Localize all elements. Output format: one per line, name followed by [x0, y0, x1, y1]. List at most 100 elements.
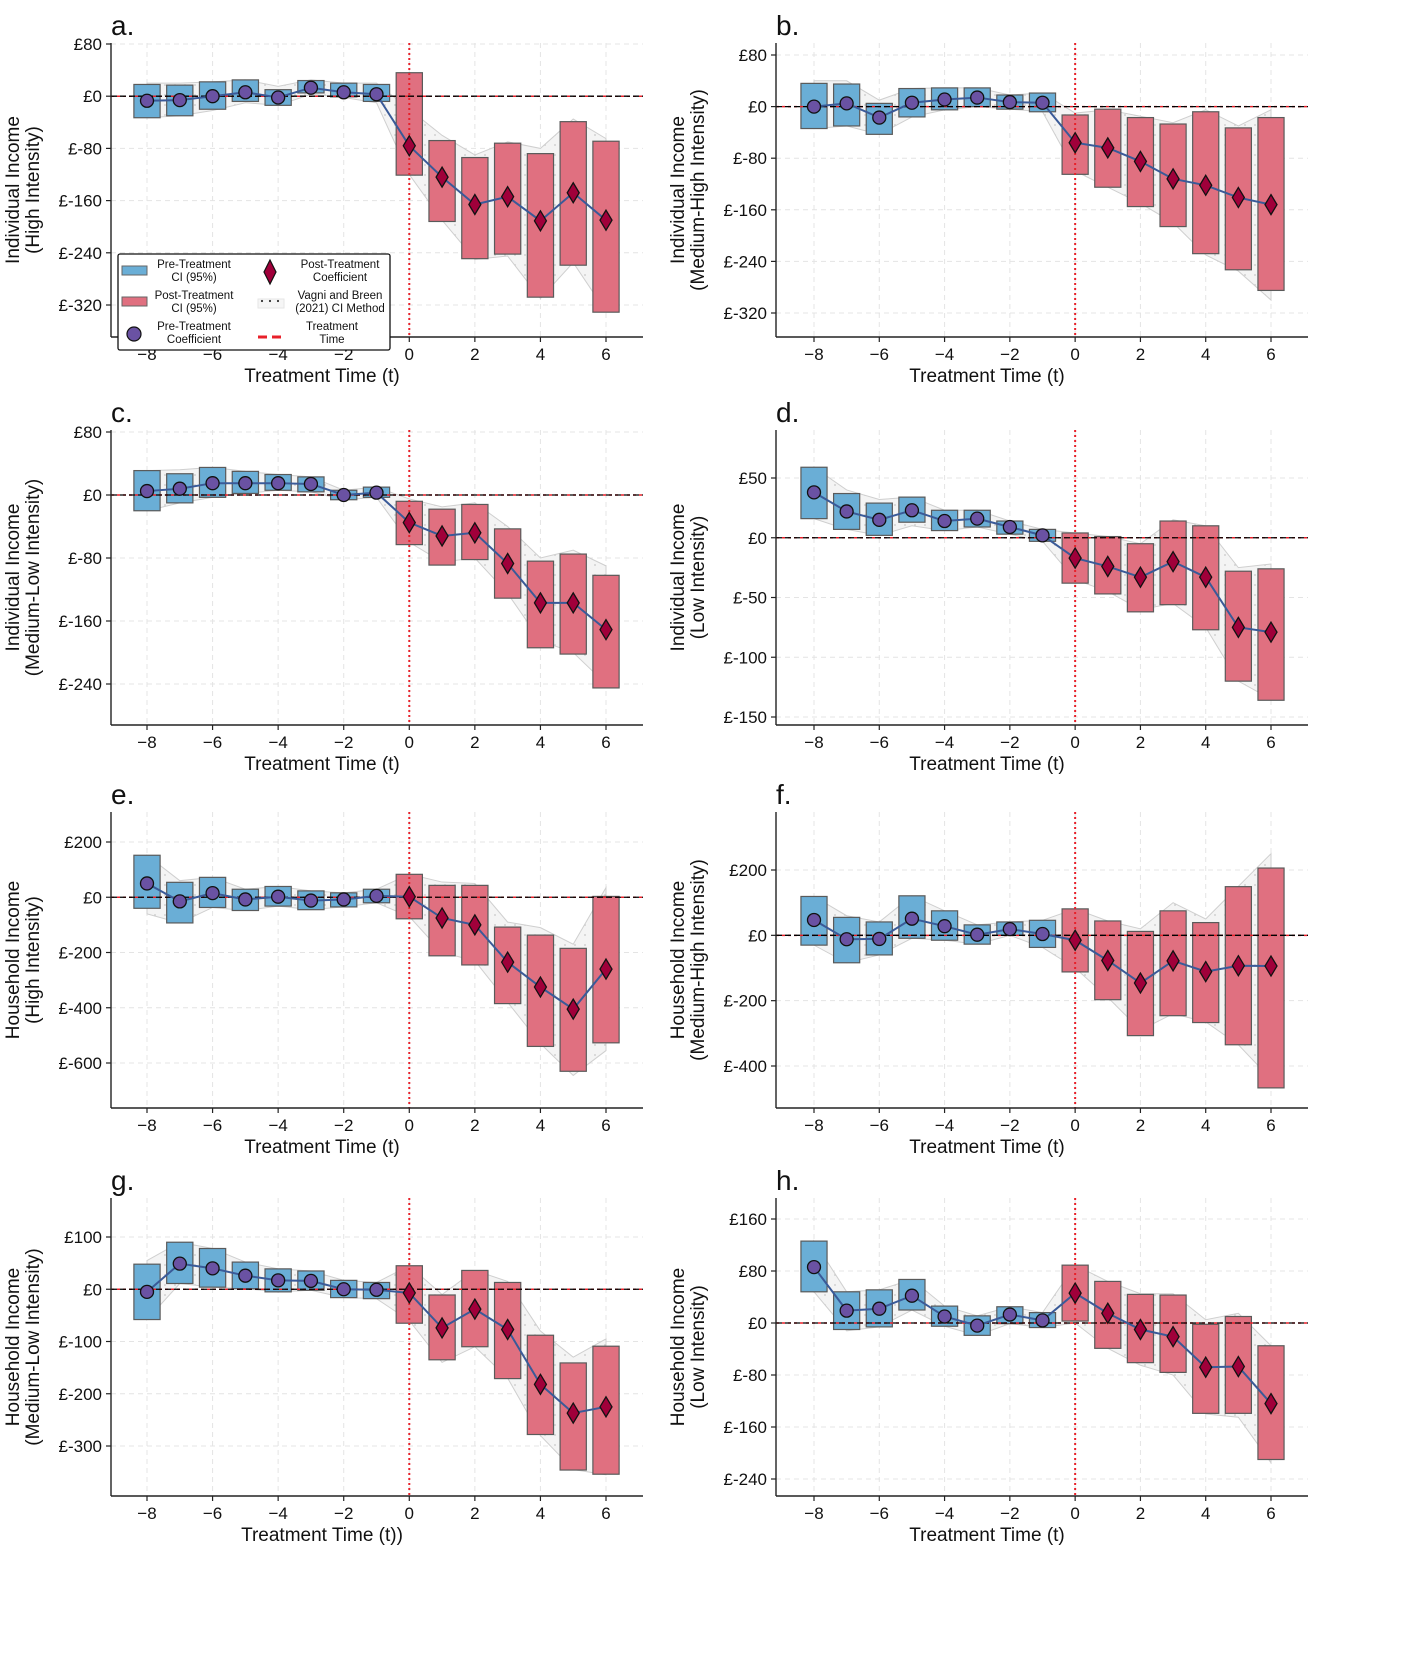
post-treatment-coefficient-marker	[468, 521, 482, 545]
y-tick-label: £200	[729, 861, 767, 880]
panel-letter: c.	[111, 397, 133, 428]
post-treatment-coefficient-marker	[566, 181, 580, 205]
x-axis-title: Treatment Time (t)	[244, 754, 400, 775]
y-tick-label: £-80	[68, 549, 102, 568]
post-treatment-coefficient-marker	[599, 208, 613, 232]
y-tick-label: £-200	[59, 1385, 102, 1404]
x-tick-label: 0	[1070, 1504, 1079, 1523]
pre-treatment-coefficient-marker	[336, 85, 351, 100]
pre-treatment-coefficient-marker	[270, 1273, 286, 1288]
y-axis-title-line2: (High Intensity)	[23, 126, 44, 254]
pre-treatment-coefficient-marker	[839, 932, 854, 947]
pre-treatment-coefficient-marker	[205, 89, 220, 104]
post-treatment-coefficient-marker	[1264, 1392, 1278, 1415]
x-tick-label: 6	[1266, 1504, 1275, 1523]
y-tick-label: £-300	[59, 1437, 102, 1456]
pre-treatment-coefficient-marker	[970, 90, 985, 105]
legend-pre-ci-swatch	[121, 265, 148, 276]
pre-treatment-coefficient-marker	[872, 1301, 887, 1316]
pre-treatment-coefficient-marker	[303, 1273, 319, 1289]
y-axis-title-line1: Individual Income	[668, 116, 689, 264]
post-treatment-coefficient-marker	[1101, 1301, 1115, 1325]
x-tick-label: 4	[1201, 733, 1210, 752]
x-tick-label: −4	[935, 1116, 954, 1135]
post-treatment-coefficient-marker	[1231, 954, 1246, 977]
x-tick-label: 2	[470, 733, 479, 752]
x-tick-label: −4	[268, 1116, 287, 1135]
panel-letter: e.	[111, 779, 134, 810]
y-tick-label: £0	[83, 87, 102, 106]
y-tick-label: £0	[748, 1314, 767, 1333]
post-treatment-coefficient-marker	[1198, 565, 1213, 589]
post-treatment-coefficient-marker	[1231, 616, 1246, 639]
legend-post-coef-label: Coefficient	[313, 272, 368, 284]
post-treatment-coefficient-marker	[1101, 555, 1115, 578]
y-tick-label: £-240	[724, 1470, 767, 1489]
y-tick-label: £160	[729, 1210, 767, 1229]
y-tick-label: £-240	[59, 675, 102, 694]
pre-treatment-coefficient-marker	[172, 1256, 187, 1271]
pre-treatment-coefficient-marker	[369, 888, 384, 904]
x-tick-label: 4	[536, 345, 545, 364]
y-tick-label: £80	[74, 35, 102, 54]
post-treatment-coefficient-marker	[1068, 928, 1082, 952]
pre-treatment-coefficient-marker	[139, 93, 155, 108]
post-treatment-coefficient-marker	[533, 209, 548, 233]
post-treatment-coefficient-marker	[402, 511, 417, 534]
pre-treatment-coefficient-marker	[806, 485, 822, 500]
y-axis-title-line2: (High Intensity)	[23, 896, 44, 1024]
post-treatment-ci-box	[1257, 867, 1285, 1089]
pre-treatment-coefficient-marker	[303, 80, 319, 95]
x-tick-label: −8	[804, 345, 823, 364]
x-tick-label: 2	[1136, 345, 1145, 364]
x-tick-label: 0	[1070, 345, 1079, 364]
pre-treatment-coefficient-marker	[303, 893, 319, 908]
panel-h: h. −8 −6 −4 −2 0 2 4 6 £160 £80 £0 £-80 £-160 £-240 Tre…	[668, 1165, 1308, 1546]
post-treatment-coefficient-marker	[533, 591, 548, 615]
post-treatment-coefficient-marker	[1166, 167, 1180, 191]
post-treatment-coefficient-marker	[599, 1395, 613, 1419]
pre-treatment-coefficient-marker	[1035, 95, 1050, 110]
panel-letter: b.	[776, 10, 799, 41]
x-tick-label: 6	[601, 1504, 610, 1523]
post-treatment-ci-box	[1126, 1293, 1155, 1364]
x-tick-label: −4	[935, 345, 954, 364]
pre-treatment-coefficient-marker	[904, 911, 920, 926]
panel-letter: h.	[776, 1165, 799, 1196]
pre-treatment-coefficient-marker	[172, 894, 187, 909]
post-treatment-coefficient-marker	[1231, 1355, 1246, 1378]
post-treatment-coefficient-marker	[468, 193, 482, 216]
panel-g: g. −8 −6 −4 −2 0 2 4 6 £100 £0 £-100 £-200 £-300 Treat…	[3, 1165, 643, 1546]
post-treatment-coefficient-marker	[1068, 131, 1082, 154]
y-tick-label: £80	[739, 1262, 767, 1281]
pre-treatment-coefficient-marker	[1035, 528, 1050, 543]
panel-letter: a.	[111, 10, 134, 41]
post-treatment-coefficient-marker	[402, 885, 417, 908]
pre-treatment-coefficient-marker	[205, 1261, 220, 1276]
pre-treatment-coefficient-marker	[970, 927, 985, 942]
x-tick-label: −6	[870, 1504, 889, 1523]
x-tick-label: −8	[137, 1116, 156, 1135]
panel-f: f. −8 −6 −4 −2 0 2 4 6 £200 £0 £-200 £-400 Treatment …	[668, 779, 1308, 1158]
x-tick-label: −8	[804, 1116, 823, 1135]
x-tick-label: 2	[470, 1504, 479, 1523]
y-tick-label: £-400	[724, 1057, 767, 1076]
pre-treatment-coefficient-marker	[806, 1259, 822, 1275]
x-tick-label: −6	[203, 1116, 222, 1135]
post-treatment-coefficient-marker	[1264, 193, 1278, 216]
post-treatment-coefficient-marker	[500, 950, 515, 974]
x-tick-label: −8	[137, 733, 156, 752]
post-treatment-coefficient-marker	[1101, 949, 1115, 972]
x-tick-label: 2	[1136, 1116, 1145, 1135]
post-treatment-ci-box	[1159, 520, 1187, 606]
y-tick-label: £-160	[724, 201, 767, 220]
pre-treatment-coefficient-marker	[369, 1282, 384, 1297]
y-tick-label: £0	[83, 888, 102, 907]
post-treatment-coefficient-marker	[1231, 186, 1246, 209]
pre-treatment-coefficient-marker	[1002, 1307, 1018, 1322]
x-tick-label: −8	[804, 733, 823, 752]
pre-treatment-coefficient-marker	[937, 92, 952, 107]
y-tick-label: £-160	[59, 192, 102, 211]
post-treatment-coefficient-marker	[500, 185, 515, 208]
pre-treatment-coefficient-marker	[1002, 921, 1018, 937]
